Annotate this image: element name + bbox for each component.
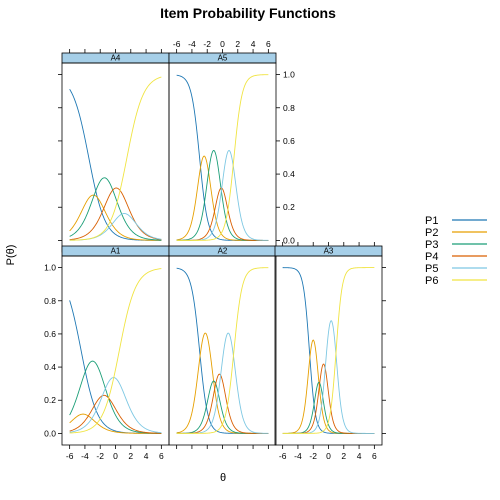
- panel-border: [61, 62, 170, 253]
- x-tick-label: 2: [128, 451, 133, 461]
- x-tick-label: 6: [159, 451, 164, 461]
- x-tick-label: 0: [113, 451, 118, 461]
- curve-p2: [282, 339, 375, 434]
- legend-label-p1: P1: [425, 215, 438, 227]
- panel-a2: A2: [168, 245, 277, 446]
- legend-label-p3: P3: [425, 239, 438, 251]
- y-tick-label: 0.6: [283, 136, 295, 146]
- panel-strip-label: A1: [111, 247, 121, 256]
- curve-p6: [69, 268, 162, 434]
- curve-p4: [69, 187, 162, 241]
- panel-strip-label: A5: [218, 54, 228, 63]
- x-tick-label: 4: [357, 451, 362, 461]
- x-tick-label: 4: [144, 451, 149, 461]
- y-tick-label: 1.0: [283, 70, 295, 80]
- panel-a5: A5: [168, 52, 277, 253]
- panel-border: [61, 255, 170, 446]
- y-tick-label: 0.8: [283, 103, 295, 113]
- x-axis-label: θ: [220, 472, 226, 484]
- curve-p5: [69, 377, 162, 434]
- y-tick-label: 1.0: [44, 263, 56, 273]
- curve-p1: [282, 267, 375, 434]
- legend-label-p5: P5: [425, 263, 438, 275]
- panel-a1: A1: [61, 245, 170, 446]
- y-tick-label: 0.0: [283, 235, 295, 245]
- x-tick-label: 0: [220, 39, 225, 49]
- curve-p4: [69, 394, 162, 434]
- axes: -6 -4 -2 0 2 4 6 -6 -4 -2 0 2 4 6-6 -4 -2 0 2 4 60.00.20.40…: [44, 39, 386, 461]
- legend-label-p6: P6: [425, 275, 438, 287]
- panel-strip-label: A3: [324, 247, 334, 256]
- y-tick-label: 0.0: [44, 428, 56, 438]
- x-tick-label: -2: [203, 39, 211, 49]
- panel-a3: A3: [274, 245, 383, 446]
- curve-p6: [176, 267, 269, 434]
- x-tick-label: 2: [341, 451, 346, 461]
- panel-border: [168, 255, 277, 446]
- x-tick-label: -4: [294, 451, 302, 461]
- curve-p4: [282, 363, 375, 434]
- y-tick-label: 0.4: [44, 362, 56, 372]
- legend-label-p4: P4: [425, 251, 438, 263]
- panel-strip-label: A2: [218, 247, 228, 256]
- curve-p2: [69, 194, 162, 241]
- panels: A4 A5 A1 A2 A3: [61, 52, 383, 446]
- curve-p4: [176, 187, 269, 241]
- curve-p6: [176, 74, 269, 241]
- y-tick-label: 0.4: [283, 169, 295, 179]
- x-tick-label: -6: [66, 451, 74, 461]
- x-tick-label: 6: [266, 39, 271, 49]
- y-tick-label: 0.2: [44, 395, 56, 405]
- y-tick-label: 0.2: [283, 202, 295, 212]
- curve-p1: [176, 267, 269, 434]
- x-tick-label: -6: [279, 451, 287, 461]
- curve-p5: [282, 320, 375, 434]
- curve-p1: [69, 88, 162, 241]
- x-tick-label: 0: [326, 451, 331, 461]
- x-tick-label: -6: [173, 39, 181, 49]
- panel-border: [274, 255, 383, 446]
- y-axis-label: P(θ): [5, 245, 17, 266]
- x-tick-label: -2: [96, 451, 104, 461]
- x-tick-label: -4: [81, 451, 89, 461]
- curve-p6: [69, 76, 162, 241]
- curve-p3: [69, 177, 162, 241]
- chart-title: Item Probability Functions: [160, 5, 336, 21]
- curve-p1: [176, 74, 269, 241]
- x-tick-label: 2: [235, 39, 240, 49]
- x-tick-label: -2: [309, 451, 317, 461]
- curve-p3: [176, 380, 269, 434]
- legend-label-p2: P2: [425, 227, 438, 239]
- x-tick-label: 6: [372, 451, 377, 461]
- panel-strip-label: A4: [111, 54, 121, 63]
- y-tick-label: 0.8: [44, 296, 56, 306]
- x-tick-label: 4: [251, 39, 256, 49]
- panel-a4: A4: [61, 52, 170, 253]
- y-tick-label: 0.6: [44, 329, 56, 339]
- curve-p6: [282, 267, 375, 434]
- curve-p2: [69, 413, 162, 434]
- curve-p2: [176, 332, 269, 434]
- x-tick-label: -4: [188, 39, 196, 49]
- panel-border: [168, 62, 277, 253]
- curve-p1: [69, 300, 162, 434]
